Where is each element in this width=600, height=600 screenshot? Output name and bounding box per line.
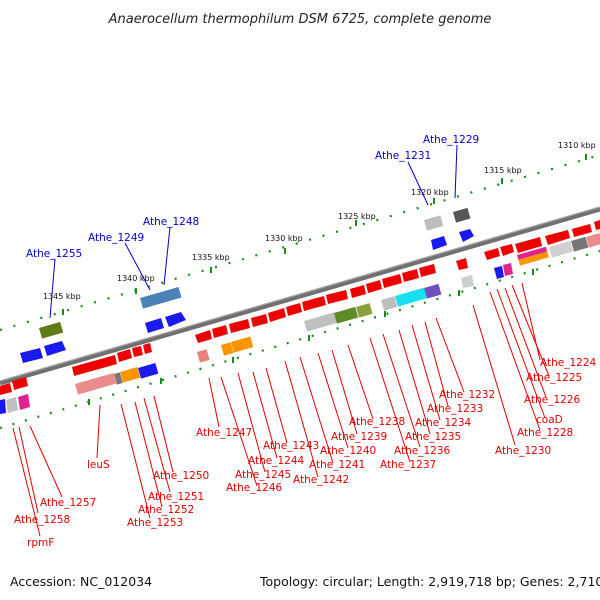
gene-label-athe-1229: Athe_1229	[423, 134, 479, 146]
gene-label: Athe_1241	[309, 459, 365, 471]
gene-label: Athe_1244	[248, 455, 305, 467]
kbp-label: 1340 kbp	[117, 274, 155, 283]
gene-label: Athe_1224	[540, 357, 597, 369]
kbp-tick	[501, 178, 503, 184]
kbp-label: 1320 kbp	[411, 188, 449, 197]
gene-label: Athe_1232	[439, 389, 495, 401]
gene-label: Athe_1225	[526, 372, 582, 384]
gene-label: Athe_1247	[196, 427, 252, 439]
gene-label: Athe_1234	[415, 417, 472, 429]
gene-label: Athe_1246	[226, 482, 283, 494]
gene-label: Athe_1245	[235, 469, 291, 481]
gene-label-athe-1255: Athe_1255	[26, 248, 82, 260]
top-gene-labels: Athe_1229 Athe_1231 Athe_1248 Athe_1249 …	[26, 134, 479, 260]
topology-text: Topology: circular; Length: 2,919,718 bp…	[260, 574, 600, 589]
gene-label: Athe_1242	[293, 474, 349, 486]
kbp-tick	[355, 220, 357, 226]
gene-label: Athe_1238	[349, 416, 405, 428]
gene-label: rpmF	[27, 537, 54, 549]
gene-label: Athe_1228	[517, 427, 573, 439]
gene-label: Athe_1235	[405, 431, 461, 443]
gene-label: Athe_1251	[148, 491, 204, 503]
kbp-tick	[284, 248, 286, 254]
gene-label: Athe_1243	[263, 440, 319, 452]
gene-label: Athe_1233	[427, 403, 483, 415]
gene-label-athe-1248: Athe_1248	[143, 216, 199, 228]
accession-text: Accession: NC_012034	[10, 574, 153, 589]
genome-backbone	[0, 206, 600, 386]
kbp-label: 1330 kbp	[265, 234, 303, 243]
gene-label: Athe_1230	[495, 445, 551, 457]
gene-label: Athe_1226	[524, 394, 581, 406]
gene-label: Athe_1258	[14, 514, 70, 526]
kbp-label: 1310 kbp	[558, 141, 596, 150]
gene-label: coaD	[536, 414, 563, 426]
gene-label-athe-1249: Athe_1249	[88, 232, 144, 244]
gene-label-athe-1231: Athe_1231	[375, 150, 431, 162]
top-connectors	[49, 144, 458, 319]
gene-label: Athe_1236	[394, 445, 451, 457]
gene-label: Athe_1240	[320, 445, 376, 457]
kbp-labels: 1310 kbp 1315 kbp 1320 kbp 1325 kbp 1330…	[43, 141, 596, 301]
kbp-label: 1325 kbp	[338, 212, 376, 221]
reverse-strand-features	[0, 220, 600, 414]
kbp-label: 1315 kbp	[484, 166, 522, 175]
genome-title: Anaerocellum thermophilum DSM 6725, comp…	[108, 12, 492, 27]
kbp-tick	[62, 309, 64, 315]
kbp-label: 1335 kbp	[192, 253, 230, 262]
gene-label: Athe_1250	[153, 470, 209, 482]
kbp-tick	[135, 288, 137, 294]
inner-ruler	[0, 249, 600, 430]
kbp-tick	[433, 198, 435, 204]
kbp-tick	[210, 267, 212, 273]
kbp-label: 1345 kbp	[43, 292, 81, 301]
bottom-connectors	[12, 282, 550, 537]
gene-label: Athe_1253	[127, 517, 183, 529]
forward-strand-features	[20, 207, 474, 363]
gene-label: Athe_1257	[40, 497, 96, 509]
bottom-gene-labels: Athe_1224 Athe_1225 Athe_1226 coaD Athe_…	[14, 357, 597, 549]
gene-label: leuS	[87, 459, 110, 471]
gene-label: Athe_1239	[331, 431, 387, 443]
gene-label: Athe_1237	[380, 459, 436, 471]
outer-ruler	[0, 153, 600, 332]
kbp-tick	[585, 154, 587, 160]
gene-label: Athe_1252	[138, 504, 194, 516]
